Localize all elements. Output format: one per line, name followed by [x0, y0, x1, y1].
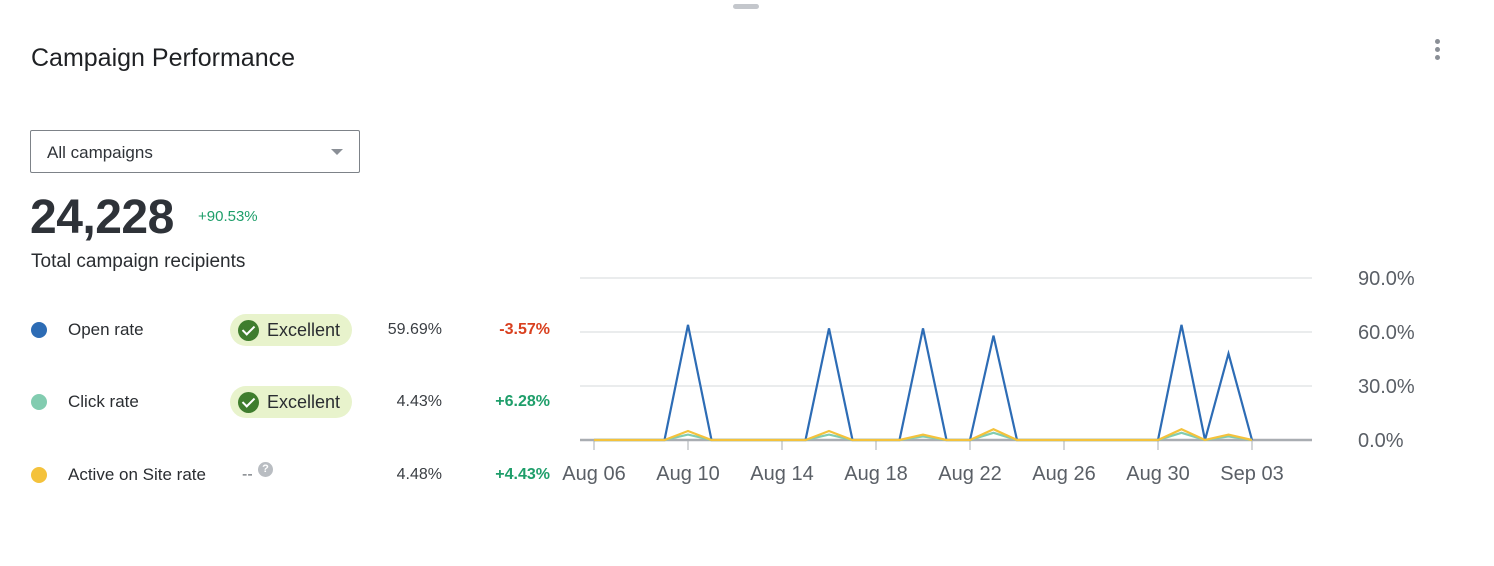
- y-tick-label: 90.0%: [1358, 268, 1415, 290]
- metric-row-open-rate: Open rate Excellent 59.69% -3.57%: [0, 312, 560, 348]
- benchmark-empty: --: [242, 466, 253, 483]
- x-tick-label: Sep 03: [1220, 463, 1283, 485]
- total-recipients-value: 24,228: [30, 191, 174, 244]
- series-line: [594, 427, 1253, 442]
- x-tick-label: Aug 22: [938, 463, 1001, 485]
- metric-value: 59.69%: [387, 321, 442, 338]
- metric-row-click-rate: Click rate Excellent 4.43% +6.28%: [0, 384, 560, 420]
- campaign-filter-value: All campaigns: [47, 143, 153, 162]
- x-tick-label: Aug 18: [844, 463, 907, 485]
- check-circle-icon: [238, 391, 259, 413]
- benchmark-badge: Excellent: [230, 314, 353, 346]
- kebab-menu-icon[interactable]: [1428, 36, 1446, 62]
- kebab-dot-icon: [1434, 54, 1440, 60]
- y-tick-label: 0.0%: [1358, 430, 1404, 452]
- kebab-dot-icon: [1434, 38, 1440, 44]
- total-recipients-change: +90.53%: [198, 208, 258, 225]
- legend-dot: [31, 394, 47, 410]
- metric-value: 4.43%: [396, 393, 442, 410]
- benchmark-label: Excellent: [267, 319, 341, 340]
- metric-change: +6.28%: [495, 393, 550, 410]
- metric-change: -3.57%: [499, 321, 550, 338]
- legend-dot: [31, 467, 47, 483]
- metric-label: Active on Site rate: [68, 465, 206, 484]
- help-icon[interactable]: ?: [258, 462, 273, 477]
- caret-down-icon: [331, 149, 343, 155]
- card-title: Campaign Performance: [31, 44, 296, 72]
- series-line: [594, 324, 1254, 442]
- metric-label: Click rate: [68, 392, 139, 411]
- metric-change: +4.43%: [495, 466, 550, 483]
- x-tick-label: Aug 26: [1032, 463, 1095, 485]
- total-recipients-label: Total campaign recipients: [31, 251, 246, 272]
- metric-label: Open rate: [68, 320, 144, 339]
- y-tick-label: 30.0%: [1358, 376, 1415, 398]
- x-tick-label: Aug 06: [562, 463, 625, 485]
- legend-dot: [31, 322, 47, 338]
- benchmark-badge: Excellent: [230, 386, 353, 418]
- benchmark-label: Excellent: [267, 391, 341, 412]
- drag-handle[interactable]: [733, 4, 759, 9]
- x-tick-label: Aug 30: [1126, 463, 1189, 485]
- line-chart: 0.0% 30.0% 60.0% 90.0% Aug 06 Aug 10 Aug 14 Aug…: [562, 268, 1415, 485]
- x-tick-label: Aug 10: [656, 463, 719, 485]
- x-tick-label: Aug 14: [750, 463, 813, 485]
- metric-row-active-on-site-rate: Active on Site rate -- ? 4.48% +4.43%: [0, 457, 560, 493]
- kebab-dot-icon: [1434, 46, 1440, 52]
- metric-value: 4.48%: [396, 466, 442, 483]
- check-circle-icon: [238, 319, 259, 341]
- campaign-filter-select[interactable]: All campaigns: [30, 130, 360, 173]
- y-tick-label: 60.0%: [1358, 322, 1415, 344]
